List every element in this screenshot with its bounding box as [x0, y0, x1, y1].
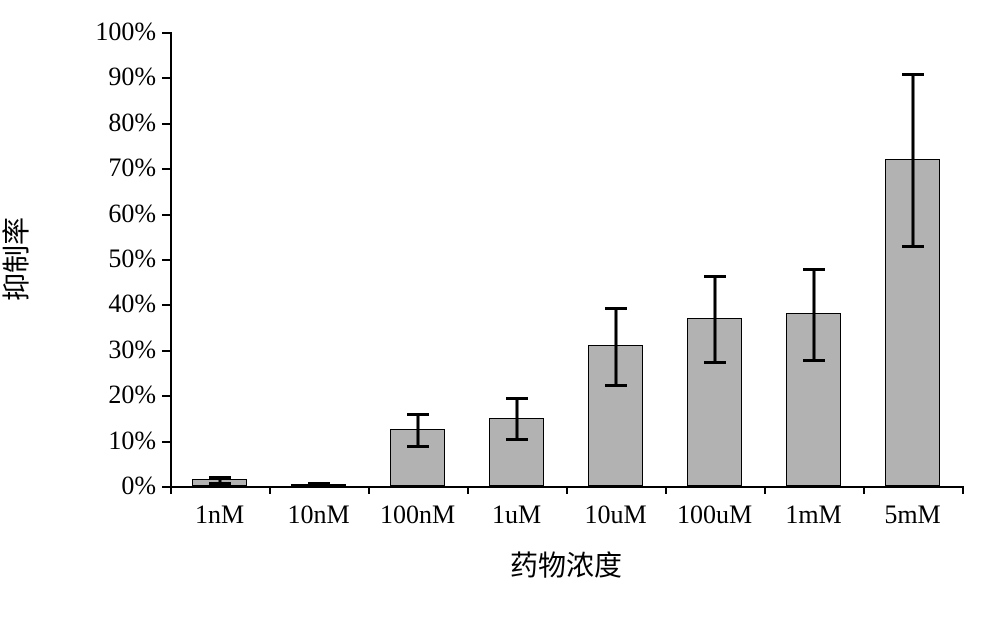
y-tick — [162, 441, 170, 443]
x-tick-label: 1mM — [785, 500, 841, 530]
error-bar — [515, 397, 518, 438]
error-cap — [506, 438, 528, 441]
y-tick-label: 0% — [121, 471, 156, 501]
y-tick — [162, 350, 170, 352]
x-tick — [962, 486, 964, 494]
error-cap — [704, 361, 726, 364]
error-cap — [209, 476, 231, 479]
x-tick — [467, 486, 469, 494]
y-tick-label: 70% — [108, 153, 156, 183]
y-tick — [162, 259, 170, 261]
error-cap — [506, 397, 528, 400]
x-tick — [269, 486, 271, 494]
x-tick-label: 5mM — [884, 500, 940, 530]
y-tick — [162, 486, 170, 488]
y-tick — [162, 123, 170, 125]
x-tick-label: 10uM — [584, 500, 646, 530]
y-tick-label: 30% — [108, 335, 156, 365]
error-cap — [902, 73, 924, 76]
y-tick — [162, 214, 170, 216]
x-tick-label: 1nM — [195, 500, 244, 530]
y-tick-label: 100% — [95, 17, 156, 47]
x-tick — [764, 486, 766, 494]
x-tick-label: 10nM — [287, 500, 349, 530]
y-tick-label: 80% — [108, 108, 156, 138]
x-axis-label: 药物浓度 — [510, 544, 622, 584]
y-tick-label: 10% — [108, 426, 156, 456]
inhibition-rate-chart: 抑制率 药物浓度 0% 10% 20% 30% 40% 50% 60% 70% 80% 90% 10… — [0, 0, 1000, 619]
error-cap — [902, 245, 924, 248]
error-cap — [407, 445, 429, 448]
x-tick — [863, 486, 865, 494]
error-cap — [704, 275, 726, 278]
x-tick-label: 100nM — [380, 500, 455, 530]
y-tick-label: 60% — [108, 199, 156, 229]
y-tick-label: 40% — [108, 289, 156, 319]
y-tick-label: 50% — [108, 244, 156, 274]
y-tick — [162, 77, 170, 79]
error-cap — [308, 485, 330, 488]
y-tick — [162, 304, 170, 306]
y-tick — [162, 395, 170, 397]
error-bar — [812, 268, 815, 359]
error-bar — [713, 275, 716, 361]
error-cap — [407, 413, 429, 416]
x-tick-label: 1uM — [492, 500, 541, 530]
error-bar — [614, 307, 617, 384]
error-cap — [605, 307, 627, 310]
x-tick — [170, 486, 172, 494]
y-tick-label: 90% — [108, 62, 156, 92]
y-tick — [162, 168, 170, 170]
x-tick-label: 100uM — [677, 500, 752, 530]
y-axis-label: 抑制率 — [0, 217, 35, 301]
x-tick — [368, 486, 370, 494]
error-cap — [803, 359, 825, 362]
x-tick — [566, 486, 568, 494]
error-bar — [416, 413, 419, 445]
error-cap — [803, 268, 825, 271]
y-tick — [162, 32, 170, 34]
error-cap — [209, 482, 231, 485]
y-axis-line — [170, 32, 172, 486]
x-tick — [665, 486, 667, 494]
error-bar — [911, 73, 914, 246]
error-cap — [605, 384, 627, 387]
y-tick-label: 20% — [108, 380, 156, 410]
